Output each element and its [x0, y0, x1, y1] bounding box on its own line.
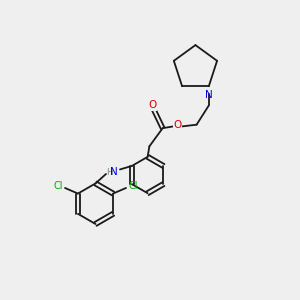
Text: O: O — [173, 120, 182, 130]
Text: N: N — [205, 90, 213, 100]
Text: N: N — [110, 167, 118, 177]
Text: Cl: Cl — [53, 181, 63, 191]
Text: Cl: Cl — [128, 181, 138, 191]
Text: H: H — [106, 168, 112, 177]
Text: O: O — [148, 100, 156, 110]
